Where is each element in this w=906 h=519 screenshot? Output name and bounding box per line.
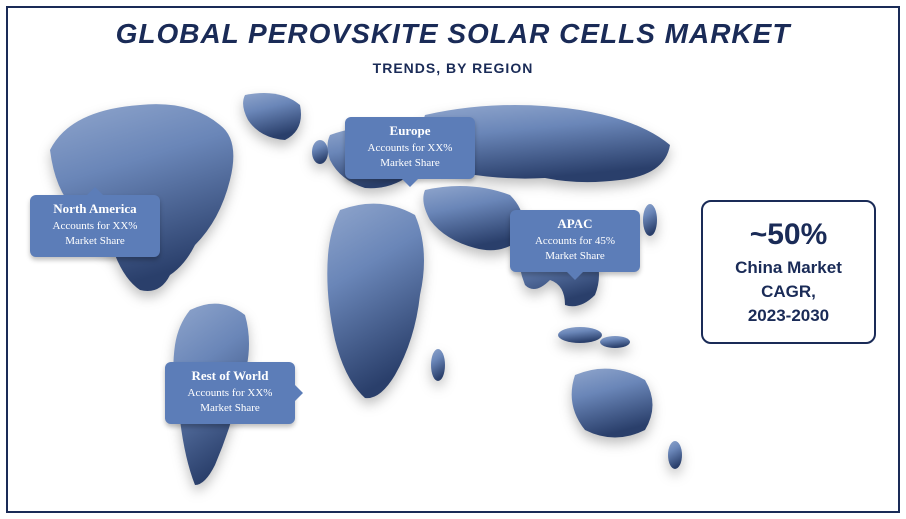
region-line2: Market Share: [42, 234, 148, 249]
callout-rest-of-world: Rest of World Accounts for XX% Market Sh…: [165, 362, 295, 424]
region-name: Rest of World: [177, 368, 283, 384]
region-name: North America: [42, 201, 148, 217]
region-line1: Accounts for XX%: [42, 219, 148, 234]
stat-label-2: CAGR,: [713, 282, 864, 302]
page-subtitle: TRENDS, BY REGION: [373, 60, 534, 76]
region-line2: Market Share: [357, 156, 463, 171]
region-name: Europe: [357, 123, 463, 139]
region-line1: Accounts for XX%: [357, 141, 463, 156]
callout-apac: APAC Accounts for 45% Market Share: [510, 210, 640, 272]
region-line1: Accounts for 45%: [522, 234, 628, 249]
stat-period: 2023-2030: [713, 306, 864, 326]
stat-label-1: China Market: [713, 258, 864, 278]
region-line1: Accounts for XX%: [177, 386, 283, 401]
stat-value: ~50%: [713, 218, 864, 252]
region-name: APAC: [522, 216, 628, 232]
callout-north-america: North America Accounts for XX% Market Sh…: [30, 195, 160, 257]
region-line2: Market Share: [522, 249, 628, 264]
stat-box: ~50% China Market CAGR, 2023-2030: [701, 200, 876, 344]
callout-europe: Europe Accounts for XX% Market Share: [345, 117, 475, 179]
region-line2: Market Share: [177, 401, 283, 416]
page-title: GLOBAL PEROVSKITE SOLAR CELLS MARKET: [116, 18, 791, 50]
